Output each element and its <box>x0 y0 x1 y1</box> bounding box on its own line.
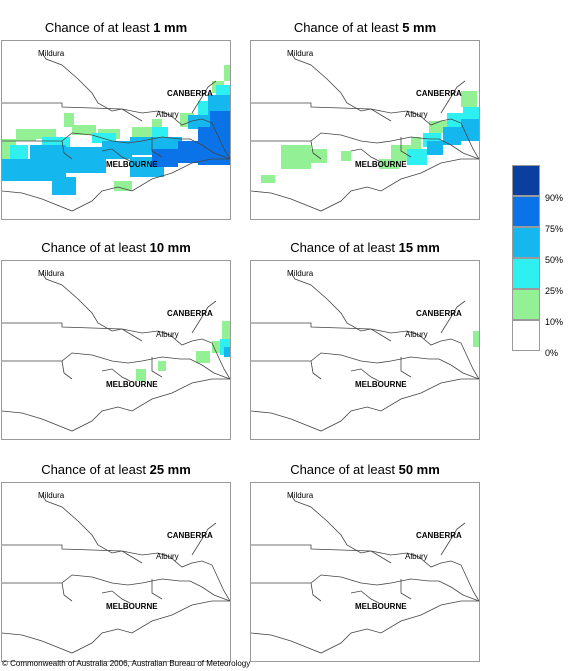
label-mildura: Mildura <box>287 269 314 278</box>
label-canberra: CANBERRA <box>416 309 462 318</box>
rain-probability-shading <box>2 494 230 654</box>
label-melbourne: MELBOURNE <box>355 602 407 611</box>
label-albury: Albury <box>156 330 179 339</box>
legend-swatch-75 <box>512 196 540 227</box>
panel-title: Chance of at least 5 mm <box>293 20 437 35</box>
rainfall-map: Mildura CANBERRA Albury MELBOURNE <box>1 260 231 440</box>
label-albury: Albury <box>405 552 428 561</box>
label-canberra: CANBERRA <box>167 531 213 540</box>
rainfall-map: Mildura CANBERRA Albury MELBOURNE <box>1 40 231 220</box>
label-albury: Albury <box>405 330 428 339</box>
legend-swatch-0 <box>512 320 540 351</box>
panel-title: Chance of at least 25 mm <box>41 462 191 477</box>
label-canberra: CANBERRA <box>416 531 462 540</box>
rain-probability-shading <box>251 494 479 654</box>
legend-swatch-10 <box>512 289 540 320</box>
rainfall-map: Mildura CANBERRA Albury MELBOURNE <box>250 260 480 440</box>
label-mildura: Mildura <box>38 491 65 500</box>
rainfall-map: Mildura CANBERRA Albury MELBOURNE <box>250 482 480 662</box>
label-melbourne: MELBOURNE <box>106 602 158 611</box>
rain-probability-shading <box>251 272 479 432</box>
label-mildura: Mildura <box>287 491 314 500</box>
rain-probability-shading <box>2 52 230 212</box>
legend-label-0: 0% <box>545 348 559 358</box>
label-mildura: Mildura <box>38 269 65 278</box>
label-melbourne: MELBOURNE <box>106 160 158 169</box>
legend-label-25: 25% <box>545 286 564 296</box>
rain-probability-shading <box>2 272 230 432</box>
label-mildura: Mildura <box>287 49 314 58</box>
legend-label-10: 10% <box>545 317 564 327</box>
panel-title: Chance of at least 1 mm <box>44 20 188 35</box>
label-canberra: CANBERRA <box>167 309 213 318</box>
legend-label-75: 75% <box>545 224 564 234</box>
rainfall-map: Mildura CANBERRA Albury MELBOURNE <box>1 482 231 662</box>
label-melbourne: MELBOURNE <box>355 160 407 169</box>
label-canberra: CANBERRA <box>167 89 213 98</box>
label-albury: Albury <box>156 110 179 119</box>
label-albury: Albury <box>156 552 179 561</box>
label-melbourne: MELBOURNE <box>106 380 158 389</box>
label-canberra: CANBERRA <box>416 89 462 98</box>
panel-title: Chance of at least 10 mm <box>41 240 191 255</box>
rainfall-map: Mildura CANBERRA Albury MELBOURNE <box>250 40 480 220</box>
legend-swatch-90 <box>512 165 540 196</box>
label-melbourne: MELBOURNE <box>355 380 407 389</box>
legend-label-90: 90% <box>545 193 564 203</box>
panel-title: Chance of at least 50 mm <box>290 462 440 477</box>
copyright-notice: © Commonwealth of Australia 2006, Austra… <box>2 659 251 668</box>
legend-swatch-50 <box>512 227 540 258</box>
legend-swatch-25 <box>512 258 540 289</box>
label-mildura: Mildura <box>38 49 65 58</box>
legend-label-50: 50% <box>545 255 564 265</box>
rain-probability-shading <box>251 52 479 212</box>
panel-title: Chance of at least 15 mm <box>290 240 440 255</box>
label-albury: Albury <box>405 110 428 119</box>
